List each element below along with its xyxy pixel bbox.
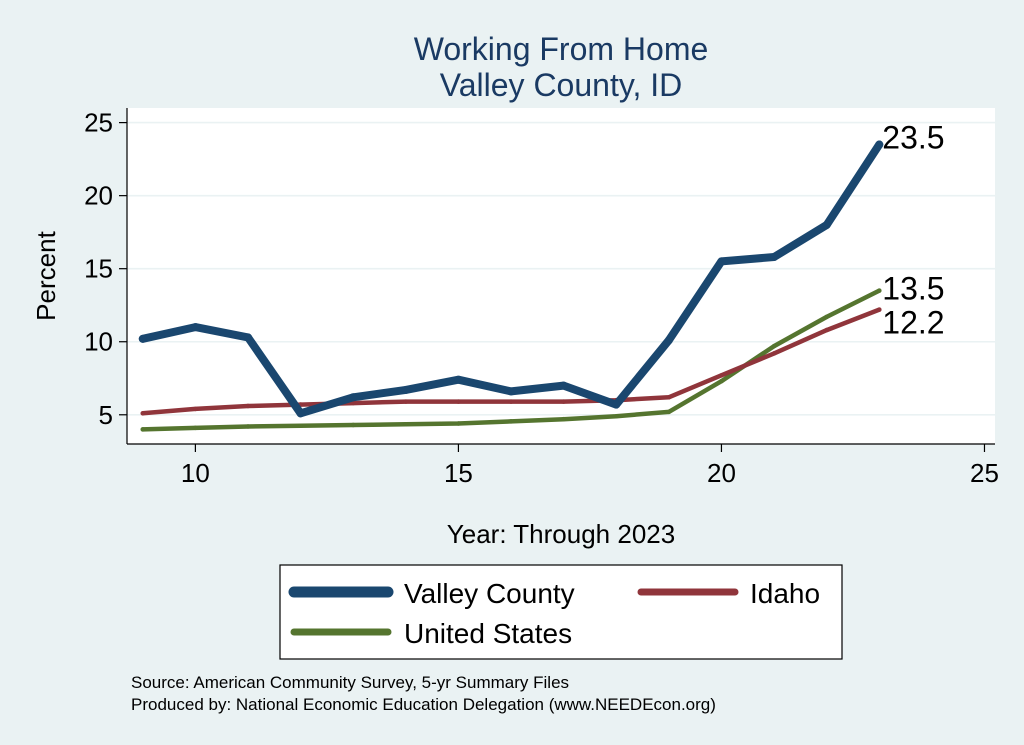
x-tick-label: 25 — [970, 458, 999, 488]
data-point-united-states — [771, 343, 777, 349]
data-point-idaho — [877, 307, 882, 312]
data-point-valley-county — [243, 333, 252, 342]
data-point-valley-county — [401, 385, 410, 394]
y-tick-label: 15 — [84, 254, 113, 284]
axes: 5 10 15 20 25 10 15 20 25 — [84, 108, 999, 488]
x-tick-label: 15 — [444, 458, 473, 488]
data-point-idaho — [456, 399, 461, 404]
data-point-united-states — [877, 288, 882, 293]
data-point-united-states — [666, 409, 672, 415]
y-tick-label: 10 — [84, 327, 113, 357]
data-point-united-states — [403, 422, 409, 427]
data-point-united-states — [350, 422, 356, 428]
data-point-idaho — [140, 411, 146, 416]
data-point-valley-county — [507, 387, 516, 396]
data-point-idaho — [719, 373, 724, 378]
data-point-united-states — [613, 413, 619, 419]
x-axis-title: Year: Through 2023 — [447, 519, 675, 549]
data-point-valley-county — [822, 220, 831, 229]
data-point-idaho — [824, 327, 829, 333]
x-tick-label: 20 — [707, 458, 736, 488]
legend-box — [279, 564, 843, 660]
data-point-valley-county — [717, 257, 726, 266]
data-point-valley-county — [191, 323, 200, 332]
legend-label-idaho: Idaho — [750, 578, 820, 609]
data-point-idaho — [245, 403, 251, 409]
data-point-idaho — [771, 351, 777, 356]
data-point-united-states — [245, 424, 251, 429]
data-point-united-states — [824, 314, 829, 320]
data-point-valley-county — [664, 336, 673, 345]
data-point-united-states — [719, 378, 724, 384]
data-point-valley-county — [454, 375, 463, 384]
data-point-united-states — [561, 416, 566, 422]
chart-title-line-2: Valley County, ID — [440, 67, 682, 103]
data-point-united-states — [193, 425, 198, 431]
source-note: Source: American Community Survey, 5-yr … — [131, 673, 569, 692]
end-labels: 23.5 12.213.5 — [882, 120, 944, 341]
y-axis-title: Percent — [31, 230, 61, 320]
data-point-united-states — [508, 419, 514, 424]
data-point-valley-county — [138, 334, 147, 343]
data-point-valley-county — [559, 381, 568, 390]
data-point-valley-county — [875, 140, 884, 149]
end-label-valley-county: 23.5 — [882, 120, 944, 156]
data-point-idaho — [666, 395, 672, 400]
y-tick-label: 5 — [99, 400, 113, 430]
data-point-valley-county — [612, 400, 621, 409]
legend: Valley County Idaho United States — [279, 564, 843, 660]
series-lines — [138, 140, 884, 432]
legend-label-valley-county: Valley County — [404, 578, 575, 609]
chart-title-line-1: Working From Home — [414, 31, 709, 67]
data-point-united-states — [456, 421, 461, 426]
data-point-valley-county — [349, 393, 358, 402]
end-label-united-states: 13.5 — [882, 271, 944, 307]
plot-area — [127, 108, 995, 444]
data-point-idaho — [403, 399, 409, 404]
data-point-idaho — [561, 399, 566, 404]
y-tick-label: 25 — [84, 108, 113, 138]
end-label-idaho: 12.2 — [882, 305, 944, 341]
produced-by-note: Produced by: National Economic Education… — [131, 695, 716, 714]
data-point-idaho — [193, 406, 198, 412]
data-point-united-states — [140, 427, 146, 432]
data-point-united-states — [298, 423, 303, 428]
x-tick-label: 10 — [181, 458, 210, 488]
legend-label-united-states: United States — [404, 618, 572, 649]
data-point-idaho — [508, 399, 514, 404]
data-point-valley-county — [296, 409, 305, 418]
data-point-idaho — [350, 400, 356, 406]
y-tick-label: 20 — [84, 181, 113, 211]
data-point-valley-county — [770, 253, 779, 262]
